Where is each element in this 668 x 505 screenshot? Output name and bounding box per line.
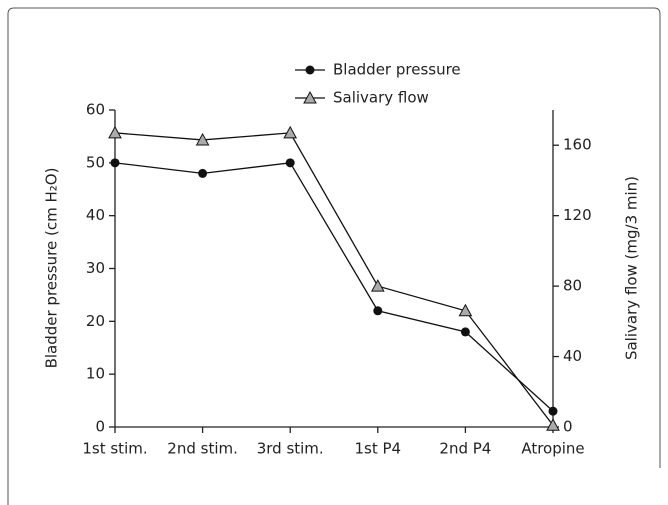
y-axis-label: Bladder pressure (cm H₂O) [43,168,61,369]
legend-marker [303,90,317,104]
y-tick-label: 60 [86,101,105,119]
y2-tick-label: 40 [563,347,582,365]
data-point [460,327,470,337]
x-tick-label: 2nd stim. [167,440,238,458]
data-point [110,158,120,168]
y-tick-label: 40 [86,206,105,224]
data-point [546,418,560,431]
series-line [114,162,554,412]
data-point [198,168,208,178]
data-point [195,132,210,146]
y2-tick-label: 80 [563,277,582,295]
x-tick-label: 1st stim. [82,440,147,458]
legend-label: Salivary flow [333,89,429,107]
legend-marker [305,65,315,75]
x-tick-label: 1st P4 [354,440,401,458]
y2-tick-label: 160 [563,136,592,154]
y2-axis-label: Salivary flow (mg/3 min) [623,176,641,360]
data-point [548,406,558,416]
y-tick-label: 30 [86,259,105,277]
y2-tick-label: 120 [563,206,592,224]
legend-label: Bladder pressure [333,61,461,79]
y-tick-label: 20 [86,312,105,330]
data-point [283,125,298,139]
data-point [458,303,473,317]
x-tick-label: 3rd stim. [257,440,324,458]
data-point [370,279,385,292]
x-tick-label: 2nd P4 [439,440,491,458]
data-point [108,125,122,139]
y-tick-label: 10 [86,365,105,383]
y-tick-label: 0 [95,418,105,436]
y-tick-label: 50 [86,153,105,171]
frame [7,7,661,505]
series-line [114,132,554,426]
data-point [373,306,383,316]
data-point [285,158,295,168]
y2-tick-label: 0 [563,418,573,436]
x-tick-label: Atropine [521,440,584,458]
